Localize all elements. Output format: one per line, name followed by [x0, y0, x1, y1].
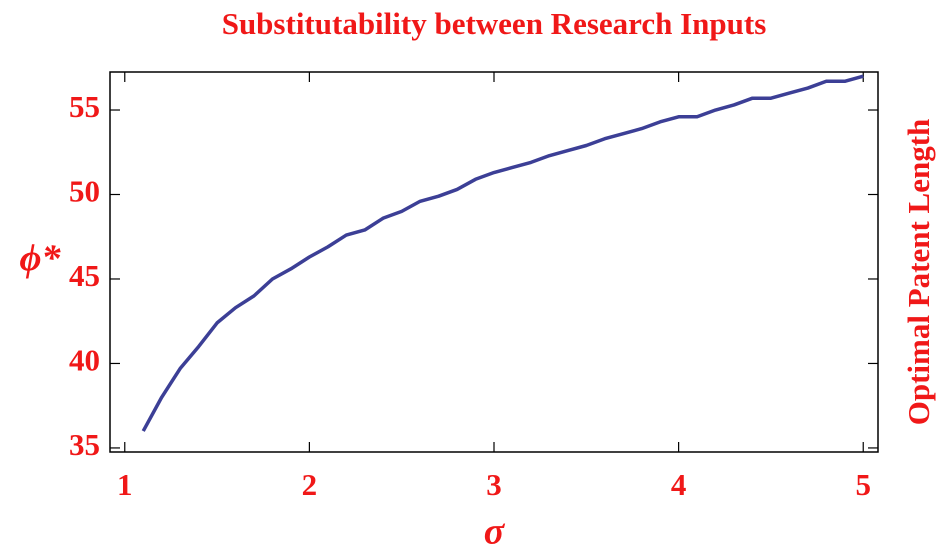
x-tick-label: 4 [671, 467, 687, 502]
y-tick-label: 40 [69, 343, 100, 378]
y-tick-label: 50 [69, 174, 100, 209]
y-tick-label: 35 [69, 427, 100, 462]
x-tick-label: 3 [486, 467, 502, 502]
x-axis-label: σ [484, 511, 506, 552]
y2-axis-label: Optimal Patent Length [901, 119, 936, 426]
x-tick-label: 2 [302, 467, 318, 502]
y-axis-label: ϕ* [20, 238, 62, 280]
y-tick-label: 55 [69, 89, 100, 124]
chart-title: Substitutability between Research Inputs [222, 6, 767, 41]
data-line [141, 74, 864, 432]
x-tick-label: 5 [855, 467, 871, 502]
y-tick-label: 45 [69, 258, 100, 293]
x-tick-label: 1 [117, 467, 133, 502]
plot-frame [109, 71, 879, 453]
